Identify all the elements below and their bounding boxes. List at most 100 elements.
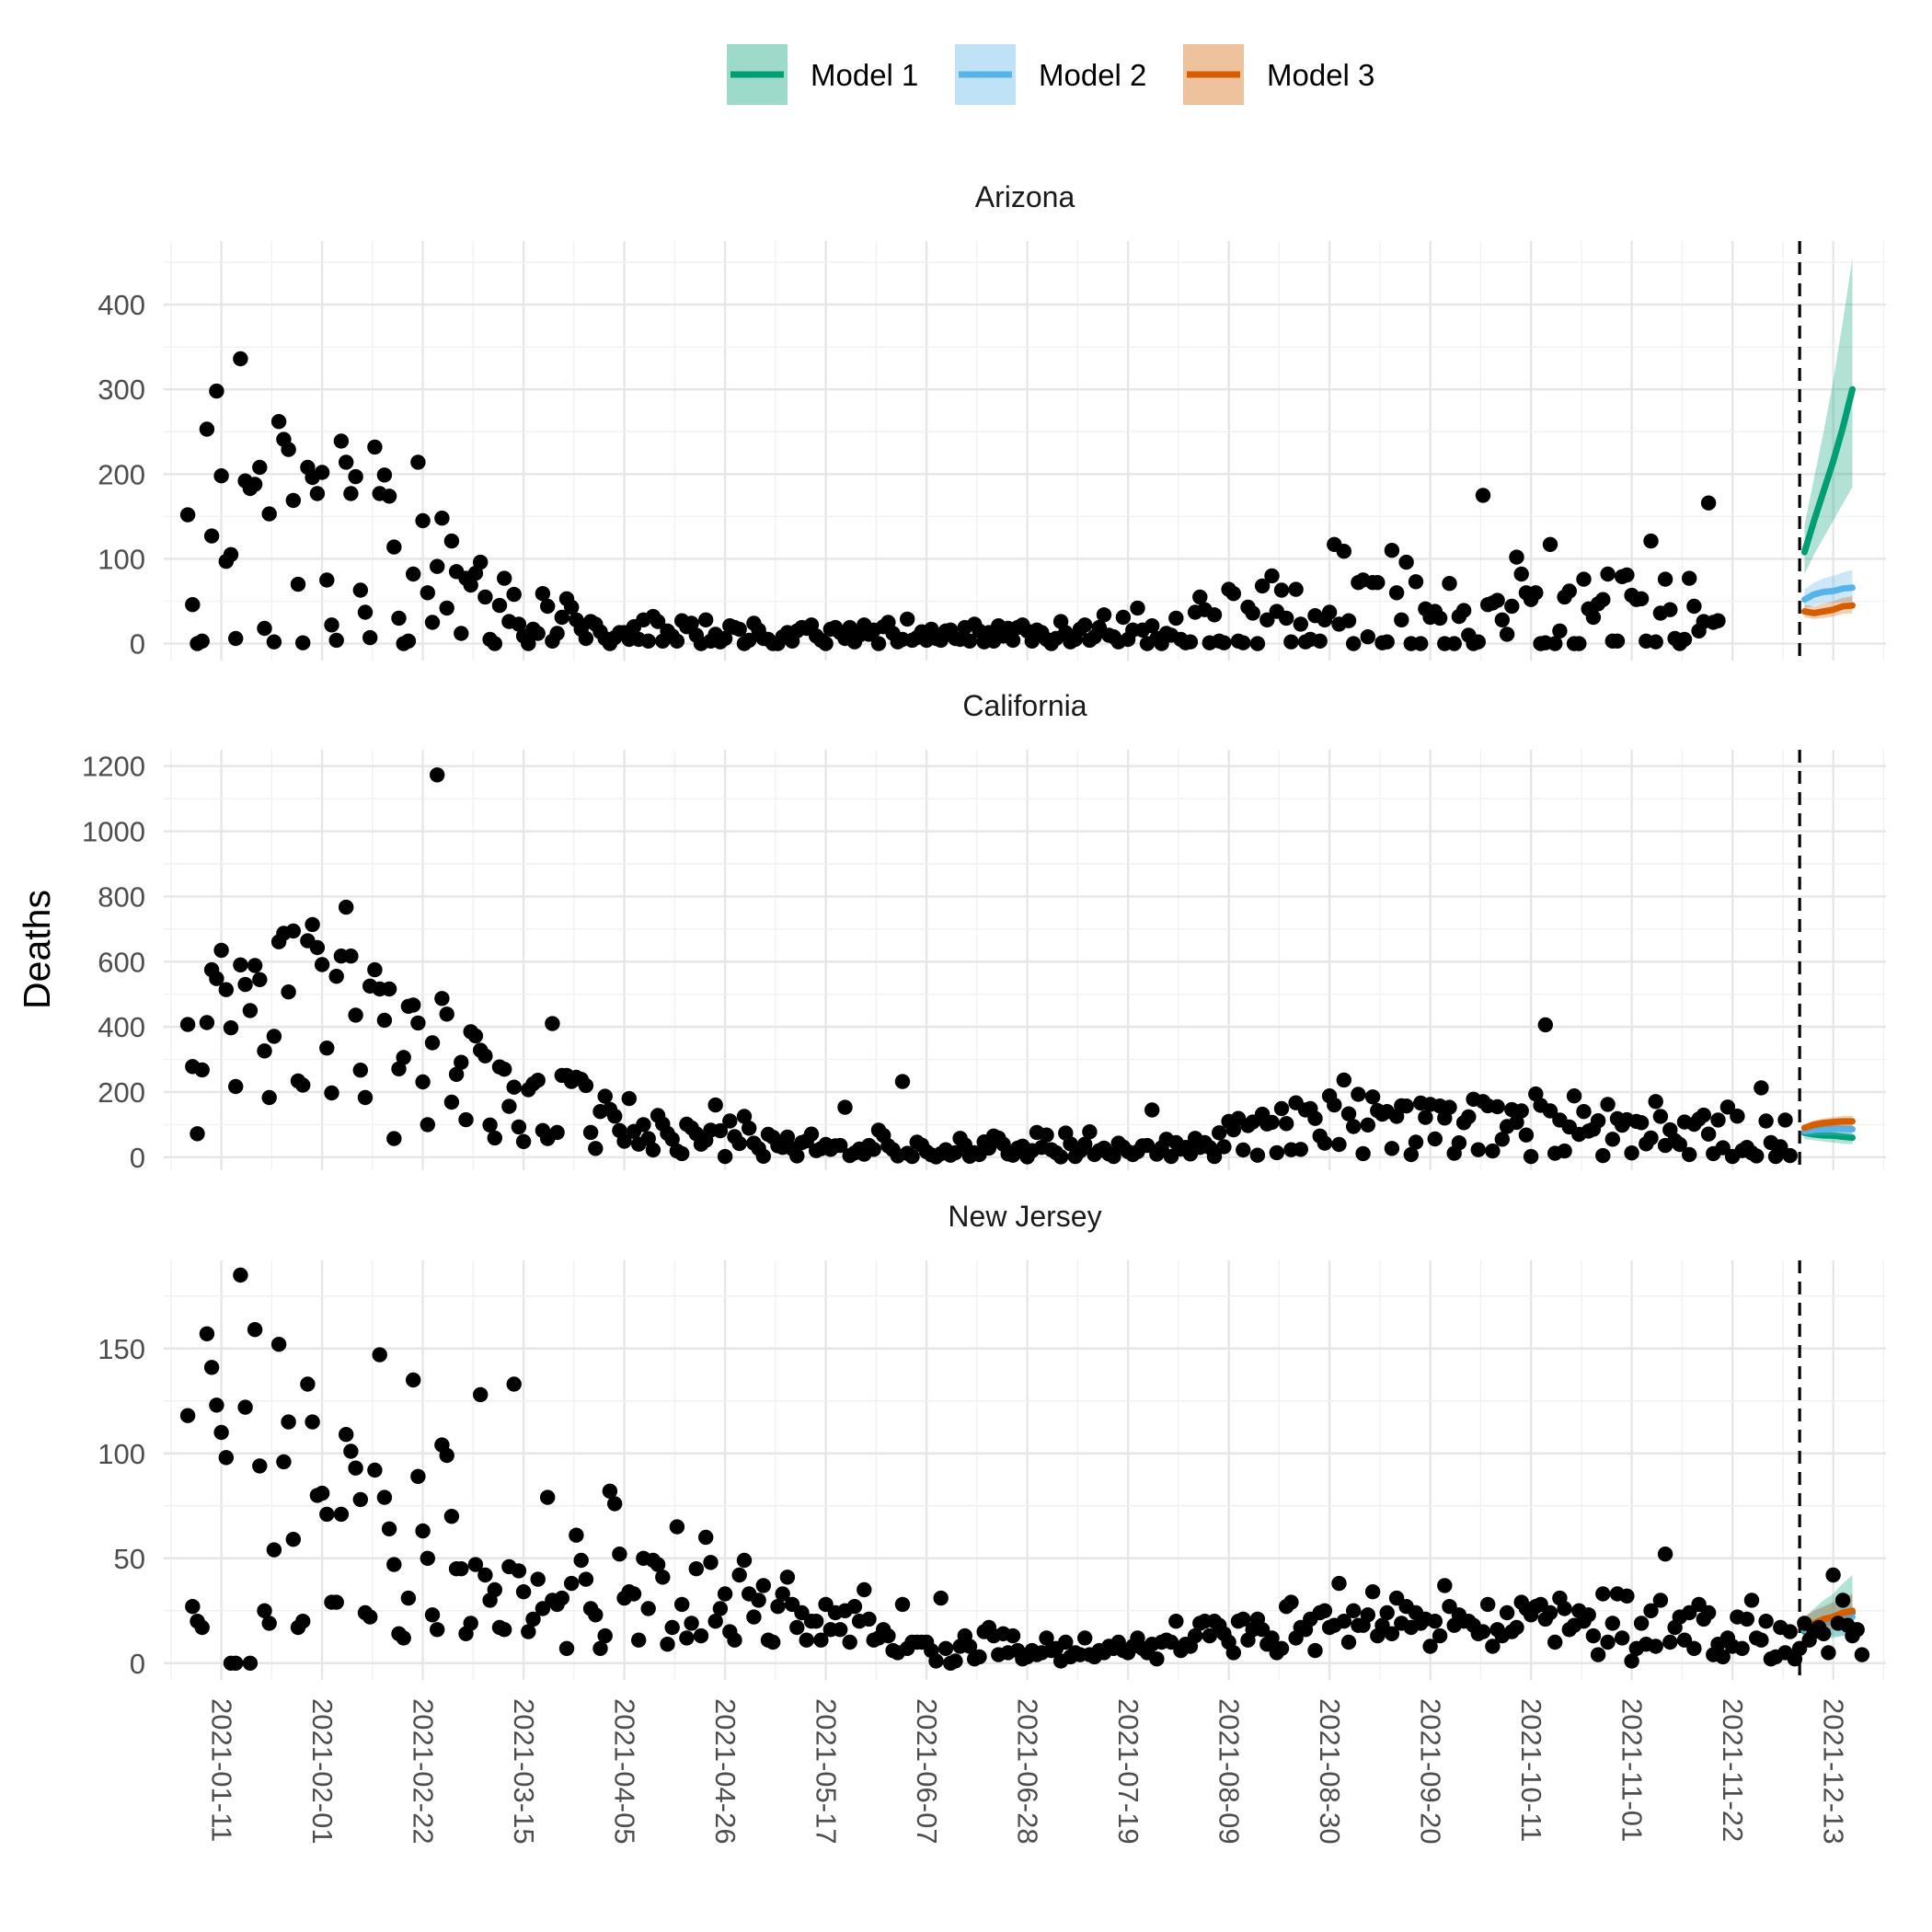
data-point xyxy=(233,1267,248,1283)
data-point xyxy=(880,1627,896,1644)
data-point xyxy=(578,1571,594,1587)
data-point xyxy=(1254,578,1271,594)
panel-new-jersey: 0 50 100 150 New Jersey xyxy=(98,1200,1886,1680)
data-point xyxy=(497,1622,512,1638)
data-point xyxy=(1619,1588,1635,1604)
data-point xyxy=(309,939,326,956)
data-point xyxy=(1777,1112,1793,1128)
data-point xyxy=(491,597,508,614)
data-point xyxy=(511,1119,527,1135)
data-point xyxy=(247,958,263,973)
forecast-median-line xyxy=(1800,584,1856,604)
data-point xyxy=(1624,1653,1639,1669)
data-point xyxy=(285,492,301,509)
data-point xyxy=(933,1590,949,1606)
data-point xyxy=(420,585,435,601)
data-point xyxy=(477,1048,493,1064)
data-point xyxy=(1715,1140,1731,1156)
data-point xyxy=(233,957,248,973)
data-point xyxy=(1225,1645,1242,1661)
data-point xyxy=(396,1630,411,1646)
data-point xyxy=(1384,1141,1400,1156)
data-point xyxy=(545,1016,560,1031)
x-tick-label: 2021-03-15 xyxy=(508,1698,540,1845)
y-tick-label: 0 xyxy=(130,1142,145,1174)
data-point xyxy=(333,433,350,449)
data-point xyxy=(270,414,287,430)
data-point xyxy=(473,554,489,570)
data-point xyxy=(1351,1087,1366,1102)
data-point xyxy=(357,604,374,620)
data-point xyxy=(1595,592,1611,607)
data-point xyxy=(1236,1611,1251,1627)
data-point xyxy=(755,1148,771,1165)
x-tick-label: 2021-02-01 xyxy=(306,1698,339,1845)
data-point xyxy=(1561,583,1578,599)
data-point xyxy=(381,489,397,504)
data-point xyxy=(1331,1575,1347,1592)
data-point xyxy=(540,1489,556,1505)
data-point xyxy=(742,632,757,649)
data-point xyxy=(242,1655,259,1672)
data-point xyxy=(261,1616,277,1631)
data-point xyxy=(295,1077,311,1093)
data-point xyxy=(213,1424,229,1441)
data-point xyxy=(1245,605,1260,621)
data-point xyxy=(257,1603,272,1619)
data-point xyxy=(1451,1135,1467,1151)
data-point xyxy=(707,1614,723,1629)
data-point xyxy=(1595,1147,1611,1164)
data-point xyxy=(1604,1616,1621,1631)
data-point xyxy=(1446,636,1462,651)
data-point xyxy=(1480,1596,1496,1613)
data-point xyxy=(549,626,565,641)
data-point xyxy=(362,1609,378,1625)
data-point xyxy=(410,1468,426,1485)
data-point xyxy=(434,991,450,1006)
forecast-median-line xyxy=(1800,1118,1856,1132)
data-point xyxy=(1422,1639,1438,1654)
data-point xyxy=(343,949,359,964)
data-point xyxy=(247,1322,263,1338)
data-point xyxy=(717,630,733,647)
data-point xyxy=(386,539,402,555)
data-point xyxy=(1216,1139,1232,1155)
data-point xyxy=(1236,635,1251,650)
data-point xyxy=(1273,1100,1290,1117)
data-point xyxy=(521,1624,536,1639)
y-tick-label: 200 xyxy=(98,1076,145,1109)
data-point xyxy=(1470,1142,1487,1157)
data-point xyxy=(1509,549,1524,565)
data-point xyxy=(448,1066,465,1083)
data-point xyxy=(1293,616,1309,632)
data-point xyxy=(1312,633,1328,649)
data-point xyxy=(357,1089,374,1106)
data-point xyxy=(1542,536,1558,552)
data-point xyxy=(1710,1112,1726,1128)
data-point xyxy=(410,1015,426,1031)
data-point xyxy=(228,1655,244,1672)
forecast-model-3 xyxy=(1800,596,1856,619)
data-point xyxy=(352,1063,368,1078)
data-point xyxy=(1734,1640,1750,1657)
data-point xyxy=(281,984,296,1000)
legend-item-1: Model 1 xyxy=(727,44,918,105)
x-tick-label: 2021-05-17 xyxy=(811,1698,843,1845)
data-point xyxy=(410,454,426,470)
data-point xyxy=(343,1443,359,1459)
data-point xyxy=(482,1117,498,1133)
data-point xyxy=(324,1085,339,1101)
data-point xyxy=(242,1003,259,1018)
x-tick-label: 2021-10-11 xyxy=(1515,1698,1547,1842)
data-point xyxy=(319,1506,335,1523)
data-point xyxy=(218,982,234,997)
data-point xyxy=(228,630,244,647)
data-point xyxy=(521,636,536,651)
data-point xyxy=(636,1117,651,1133)
data-point xyxy=(420,1117,435,1133)
y-tick-label: 50 xyxy=(114,1543,145,1575)
x-tick-label: 2021-09-20 xyxy=(1415,1698,1447,1845)
y-tick-label: 1000 xyxy=(82,816,145,848)
data-point xyxy=(1643,533,1659,549)
